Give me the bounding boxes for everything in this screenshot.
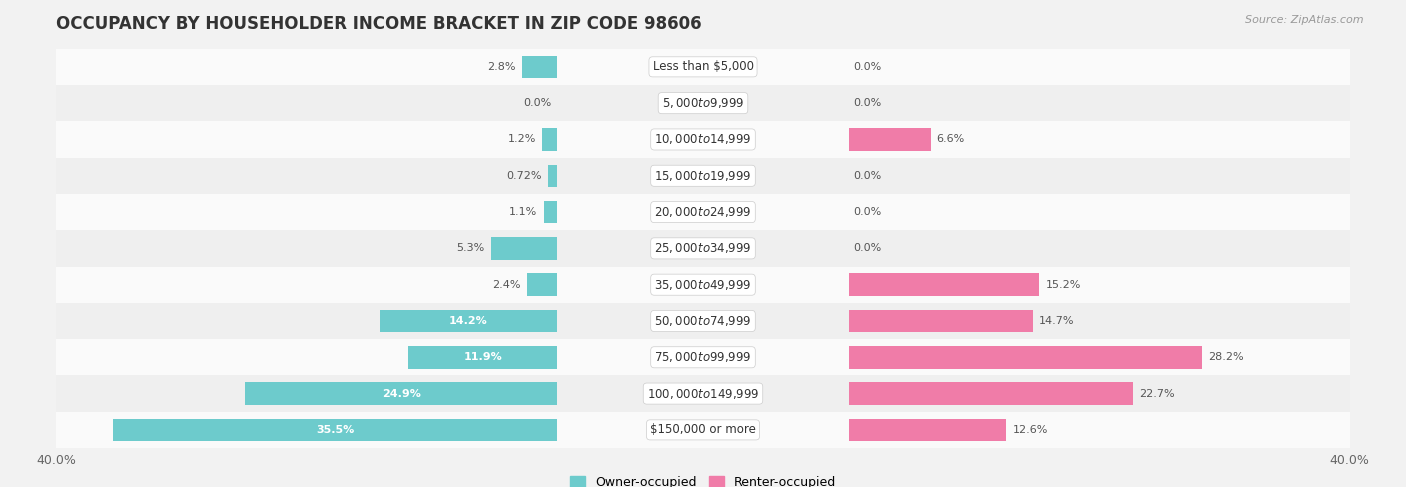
Bar <box>56 49 1350 85</box>
Text: 11.9%: 11.9% <box>464 352 502 362</box>
Text: 24.9%: 24.9% <box>382 389 420 398</box>
Text: $100,000 to $149,999: $100,000 to $149,999 <box>647 387 759 401</box>
Text: 0.0%: 0.0% <box>853 207 882 217</box>
Text: $25,000 to $34,999: $25,000 to $34,999 <box>654 242 752 255</box>
Bar <box>56 121 1350 158</box>
Text: 22.7%: 22.7% <box>1139 389 1175 398</box>
Text: $35,000 to $49,999: $35,000 to $49,999 <box>654 278 752 292</box>
Bar <box>246 382 558 405</box>
Bar <box>56 230 1350 266</box>
Bar <box>56 158 1350 194</box>
Text: 0.0%: 0.0% <box>853 171 882 181</box>
Text: 0.0%: 0.0% <box>853 98 882 108</box>
Bar <box>849 310 1033 332</box>
Bar <box>56 339 1350 375</box>
Bar <box>56 412 1350 448</box>
Bar <box>112 419 558 441</box>
Text: OCCUPANCY BY HOUSEHOLDER INCOME BRACKET IN ZIP CODE 98606: OCCUPANCY BY HOUSEHOLDER INCOME BRACKET … <box>56 15 702 33</box>
Text: 6.6%: 6.6% <box>936 134 965 145</box>
Text: $20,000 to $24,999: $20,000 to $24,999 <box>654 205 752 219</box>
Text: $15,000 to $19,999: $15,000 to $19,999 <box>654 169 752 183</box>
Text: 1.1%: 1.1% <box>509 207 537 217</box>
Legend: Owner-occupied, Renter-occupied: Owner-occupied, Renter-occupied <box>565 471 841 487</box>
Text: 35.5%: 35.5% <box>316 425 354 435</box>
Text: 5.3%: 5.3% <box>457 244 485 253</box>
Text: 0.0%: 0.0% <box>523 98 551 108</box>
Text: 0.0%: 0.0% <box>853 62 882 72</box>
Text: $5,000 to $9,999: $5,000 to $9,999 <box>662 96 744 110</box>
Bar <box>56 194 1350 230</box>
Text: 1.2%: 1.2% <box>508 134 536 145</box>
Text: $10,000 to $14,999: $10,000 to $14,999 <box>654 132 752 147</box>
Text: Less than $5,000: Less than $5,000 <box>652 60 754 74</box>
Bar <box>56 303 1350 339</box>
Bar <box>543 128 558 150</box>
Bar <box>491 237 558 260</box>
Bar <box>849 419 1007 441</box>
Text: 15.2%: 15.2% <box>1046 280 1081 290</box>
Text: 28.2%: 28.2% <box>1208 352 1244 362</box>
Bar <box>544 201 558 224</box>
Text: 14.7%: 14.7% <box>1039 316 1074 326</box>
Bar <box>523 56 558 78</box>
Bar <box>408 346 558 369</box>
Bar <box>849 346 1202 369</box>
Text: $50,000 to $74,999: $50,000 to $74,999 <box>654 314 752 328</box>
Bar <box>849 273 1039 296</box>
Text: 0.0%: 0.0% <box>853 244 882 253</box>
Bar <box>527 273 558 296</box>
Bar <box>849 382 1133 405</box>
Text: $150,000 or more: $150,000 or more <box>650 423 756 436</box>
Text: 2.8%: 2.8% <box>488 62 516 72</box>
Bar <box>548 165 558 187</box>
Text: 0.72%: 0.72% <box>506 171 541 181</box>
Bar <box>56 266 1350 303</box>
Bar <box>56 85 1350 121</box>
Bar <box>56 375 1350 412</box>
Text: Source: ZipAtlas.com: Source: ZipAtlas.com <box>1246 15 1364 25</box>
Text: 12.6%: 12.6% <box>1012 425 1049 435</box>
Bar <box>849 128 931 150</box>
Text: $75,000 to $99,999: $75,000 to $99,999 <box>654 350 752 364</box>
Bar <box>380 310 558 332</box>
Text: 14.2%: 14.2% <box>449 316 488 326</box>
Text: 2.4%: 2.4% <box>492 280 522 290</box>
